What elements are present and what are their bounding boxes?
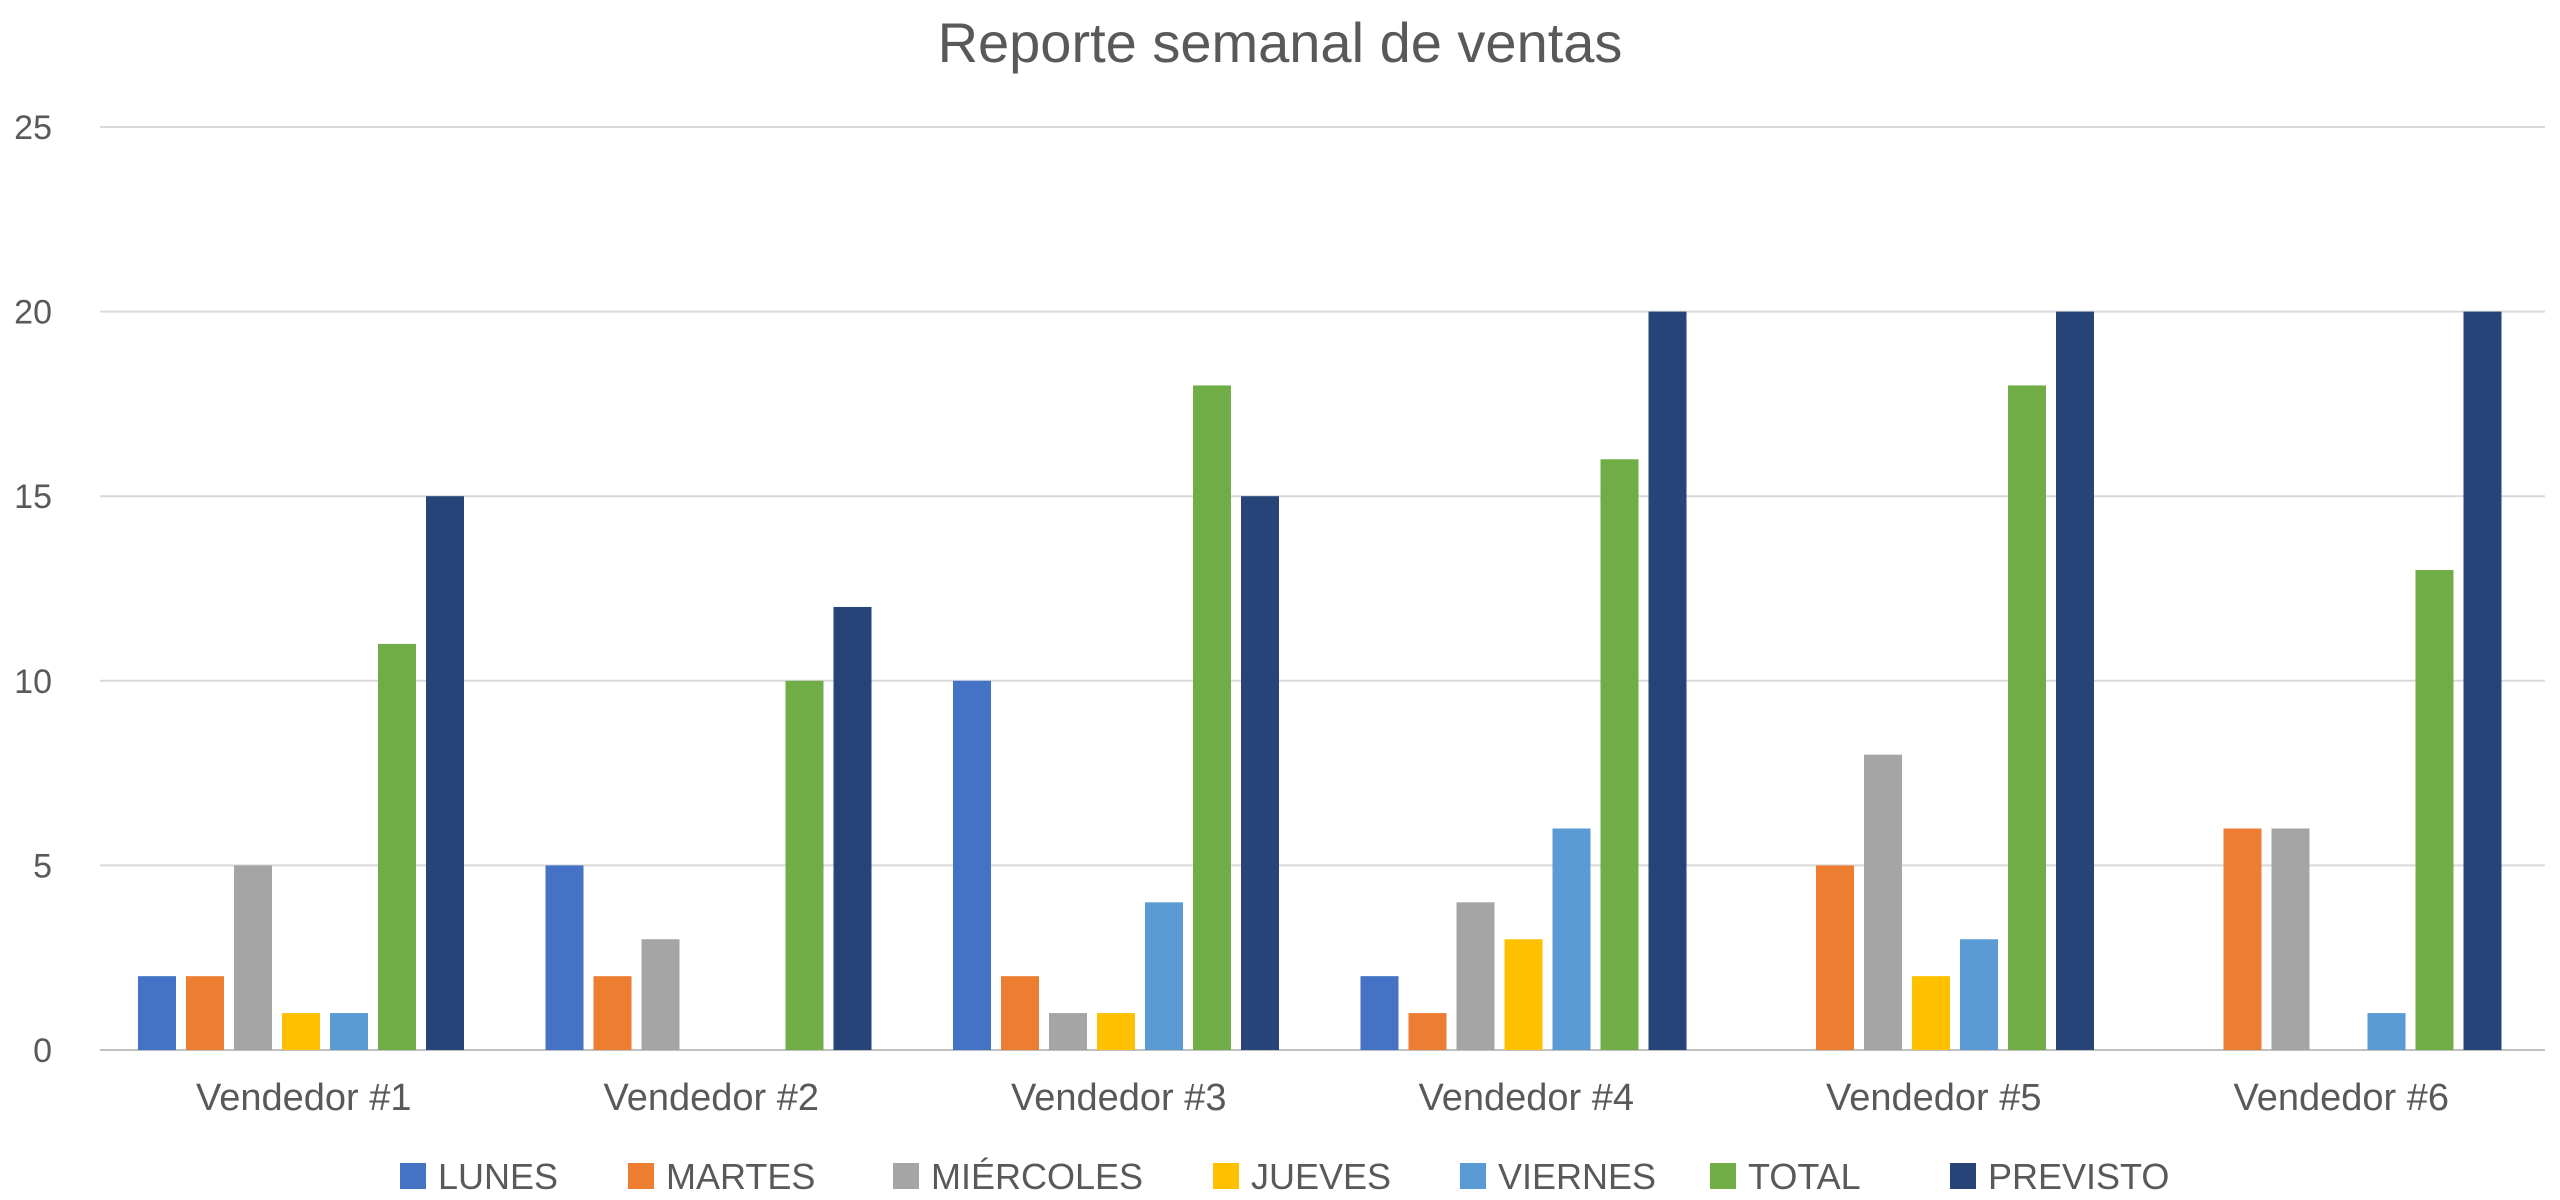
bar (953, 680, 991, 1050)
legend-label: JUEVES (1251, 1156, 1391, 1197)
bar (426, 496, 464, 1050)
bar (2056, 311, 2094, 1051)
bar (2008, 385, 2046, 1050)
y-tick-label: 20 (14, 294, 52, 332)
legend-label: LUNES (438, 1156, 558, 1197)
bar (1864, 754, 1902, 1050)
x-category-label: Vendedor #4 (1418, 1077, 1634, 1119)
bar (1456, 902, 1495, 1050)
legend-label: PREVISTO (1988, 1156, 2169, 1197)
y-tick-label: 15 (14, 478, 52, 516)
bar (186, 976, 224, 1050)
y-tick-label: 5 (33, 847, 52, 885)
bar (282, 1013, 320, 1050)
legend-label: MIÉRCOLES (931, 1156, 1143, 1197)
x-category-label: Vendedor #3 (1011, 1077, 1227, 1119)
bar (1408, 1013, 1447, 1050)
bar (1504, 939, 1543, 1050)
legend-swatch (628, 1163, 654, 1189)
bars (138, 311, 2502, 1051)
bar (785, 680, 824, 1050)
bar (1193, 385, 1231, 1050)
bar (2223, 828, 2262, 1050)
legend: LUNES MARTES MIÉRCOLES JUEVES VIERNES TOTAL PR… (400, 1156, 2169, 1197)
bar (2367, 1013, 2406, 1050)
bar (234, 865, 272, 1050)
bar (1648, 311, 1687, 1051)
legend-swatch (1213, 1163, 1239, 1189)
bar (1816, 865, 1854, 1050)
bar (1360, 976, 1399, 1050)
bar (378, 643, 416, 1050)
x-category-label: Vendedor #1 (196, 1077, 412, 1119)
bar (138, 976, 176, 1050)
y-axis-ticks: 0 5 10 15 20 25 (14, 109, 52, 1070)
bar (1600, 459, 1639, 1050)
gridlines (100, 126, 2545, 1051)
bar (833, 606, 872, 1050)
bar (593, 976, 632, 1050)
bar (1552, 828, 1591, 1050)
y-tick-label: 10 (14, 663, 52, 701)
bar (1001, 976, 1039, 1050)
chart-title: Reporte semanal de ventas (938, 11, 1623, 74)
legend-swatch (1710, 1163, 1736, 1189)
bar (1241, 496, 1279, 1050)
y-tick-label: 0 (33, 1032, 52, 1070)
legend-swatch (893, 1163, 919, 1189)
legend-label: MARTES (666, 1156, 815, 1197)
bar (330, 1013, 368, 1050)
x-axis-categories: Vendedor #1 Vendedor #2 Vendedor #3 Vendedo… (196, 1077, 2449, 1119)
bar (641, 939, 680, 1050)
legend-swatch (400, 1163, 426, 1189)
x-category-label: Vendedor #5 (1826, 1077, 2042, 1119)
bar (1912, 976, 1950, 1050)
legend-label: VIERNES (1498, 1156, 1656, 1197)
x-category-label: Vendedor #2 (603, 1077, 819, 1119)
legend-swatch (1460, 1163, 1486, 1189)
bar (2463, 311, 2502, 1051)
bar (1145, 902, 1183, 1050)
bar (545, 865, 584, 1050)
legend-swatch (1950, 1163, 1976, 1189)
bar (1960, 939, 1998, 1050)
legend-label: TOTAL (1748, 1156, 1861, 1197)
bar (1049, 1013, 1087, 1050)
y-tick-label: 25 (14, 109, 52, 147)
bar (2415, 570, 2454, 1050)
x-category-label: Vendedor #6 (2233, 1077, 2449, 1119)
bar (1097, 1013, 1135, 1050)
bar (2271, 828, 2310, 1050)
